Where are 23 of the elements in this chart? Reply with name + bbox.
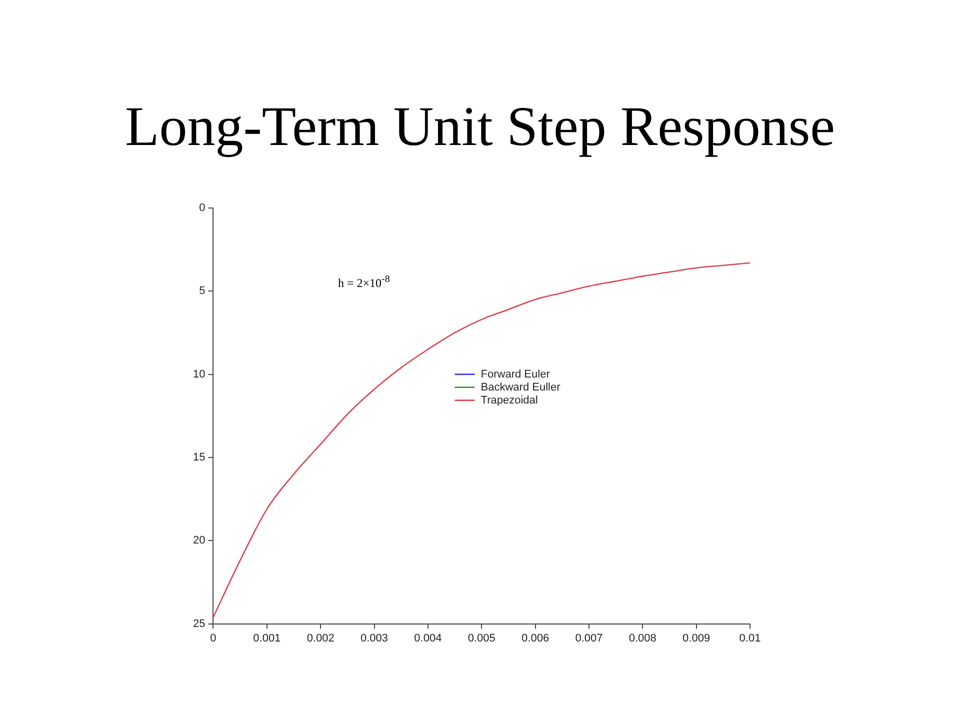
- x-tick-label: 0.002: [306, 632, 334, 644]
- legend-label: Backward Euller: [480, 381, 561, 394]
- chart-title: Long-Term Unit Step Response: [124, 95, 836, 160]
- x-tick-label: 0.007: [575, 632, 603, 644]
- y-tick-label: 0: [199, 202, 206, 214]
- x-tick-label: 0.006: [522, 632, 550, 644]
- y-tick-label: 20: [192, 534, 206, 547]
- x-tick-label: 0.004: [414, 632, 442, 644]
- y-tick-label: 5: [199, 285, 206, 298]
- x-tick-label: 0.008: [628, 632, 656, 644]
- legend-label: Trapezoidal: [480, 394, 538, 406]
- legend-label: Forward Euler: [480, 368, 550, 380]
- x-tick-label: 0.005: [468, 632, 496, 644]
- x-tick-label: 0.01: [739, 632, 761, 644]
- x-tick-label: 0: [210, 632, 216, 644]
- annotation: h = 2×10$^{-8}$: [338, 274, 390, 291]
- x-tick-label: 0.009: [682, 632, 710, 644]
- y-tick-label: 15: [192, 452, 206, 464]
- line-series: [213, 262, 750, 618]
- x-tick-label: 0.001: [253, 632, 281, 644]
- y-tick-label: 10: [192, 368, 206, 380]
- x-tick-label: 0.003: [360, 632, 388, 644]
- y-tick-label: 25: [192, 618, 206, 630]
